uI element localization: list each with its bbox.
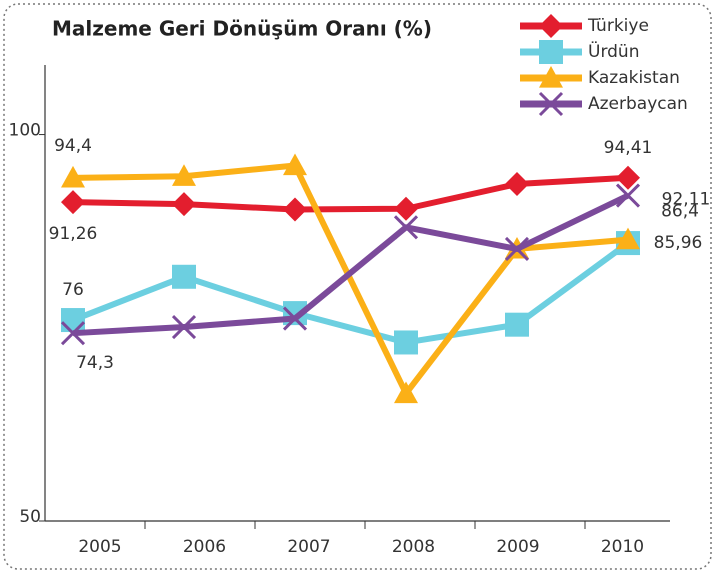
point (171, 314, 197, 340)
point (615, 183, 641, 208)
point (393, 215, 419, 240)
legend-label: Türkiye (587, 16, 649, 36)
data-label: 74,3 (76, 353, 114, 373)
point (505, 312, 529, 337)
data-label: 91,26 (49, 224, 98, 244)
point (283, 197, 307, 222)
data-label: 94,41 (604, 138, 653, 158)
data-label: 92,11 (662, 190, 711, 210)
legend-marker (539, 14, 563, 38)
point (60, 321, 86, 346)
legend-label: Kazakistan (588, 68, 680, 88)
point (172, 164, 196, 186)
point (394, 381, 418, 404)
data-label: 76 (62, 280, 84, 300)
legend-marker (539, 66, 563, 88)
x-tick-label: 2005 (78, 537, 121, 557)
point (504, 236, 530, 262)
point (394, 196, 418, 221)
point (282, 306, 308, 331)
x-tick-label: 2010 (601, 537, 644, 557)
point (61, 308, 85, 333)
series-line (71, 240, 630, 346)
legend-label: Azerbaycan (588, 94, 688, 114)
point (61, 190, 85, 215)
frame (3, 3, 712, 570)
y-tick-label: 50 (19, 507, 41, 527)
legend-marker (539, 40, 563, 64)
x-tick-label: 2009 (496, 537, 539, 557)
point (172, 264, 196, 289)
data-label: 86,4 (661, 202, 699, 222)
legend-marker (538, 91, 564, 117)
point (616, 165, 640, 190)
legend-label: Ürdün (588, 40, 639, 62)
chart-title: Malzeme Geri Dönüşüm Oranı (%) (52, 17, 432, 41)
data-label: 85,96 (654, 233, 703, 253)
series-line (72, 174, 629, 213)
x-tick-label: 2007 (287, 537, 330, 557)
x-tick-label: 2006 (183, 537, 226, 557)
point (172, 192, 196, 217)
data-label: 94,4 (54, 136, 92, 156)
point (283, 153, 307, 176)
point (394, 330, 418, 355)
point (616, 227, 640, 250)
point (61, 165, 85, 188)
x-tick-label: 2008 (392, 537, 435, 557)
point (505, 172, 529, 197)
y-tick-label: 100 (9, 121, 41, 141)
series-line (72, 162, 629, 397)
series-line (72, 192, 630, 337)
